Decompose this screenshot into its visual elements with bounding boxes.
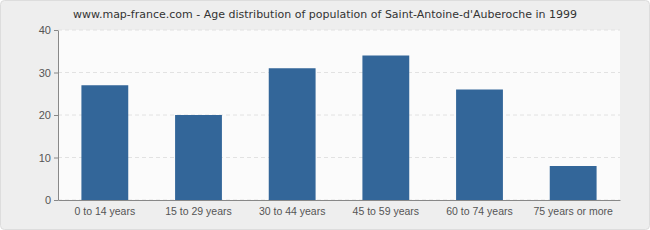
grid-line <box>58 157 620 158</box>
x-tick-label: 0 to 14 years <box>74 205 135 217</box>
x-tick-label: 75 years or more <box>533 205 613 217</box>
y-tick-mark <box>54 115 58 116</box>
title: www.map-france.com - Age distribution of… <box>73 8 577 21</box>
background <box>1 1 650 230</box>
plot: 0 10 20 30 40 0 to 14 years 15 to 29 years 30 t… <box>39 24 621 217</box>
y-tick: 10 <box>39 152 58 164</box>
x-tick: 45 to 59 years <box>353 205 420 217</box>
x-tick: 60 to 74 years <box>446 205 513 217</box>
x-tick-label: 15 to 29 years <box>165 205 232 217</box>
y-tick: 20 <box>39 109 58 121</box>
bar <box>81 85 128 200</box>
x-axis-line <box>59 200 621 201</box>
y-tick: 40 <box>39 24 58 36</box>
x-tick-label: 45 to 59 years <box>353 205 420 217</box>
grid-line <box>58 200 620 201</box>
grid <box>58 30 620 200</box>
y-tick-label: 20 <box>39 109 51 121</box>
plot-area <box>58 30 620 200</box>
x-axis: 0 to 14 years 15 to 29 years 30 to 44 year… <box>59 201 621 218</box>
x-tick: 75 years or more <box>533 205 613 217</box>
y-tick: 30 <box>39 67 58 79</box>
y-axis-line <box>58 31 59 201</box>
y-tick-label: 10 <box>39 152 51 164</box>
bar <box>550 166 597 200</box>
y-tick-label: 40 <box>39 24 51 36</box>
y-tick-mark <box>54 73 58 74</box>
y-tick-mark <box>54 200 58 201</box>
x-tick-label: 30 to 44 years <box>259 205 326 217</box>
y-tick-mark <box>54 158 58 159</box>
bars <box>81 56 596 201</box>
grid-line <box>58 72 620 73</box>
grid-line <box>58 115 620 116</box>
x-tick: 0 to 14 years <box>74 205 135 217</box>
y-tick-label: 0 <box>45 194 51 206</box>
bar <box>362 56 409 201</box>
x-tick-label: 60 to 74 years <box>446 205 513 217</box>
x-tick: 15 to 29 years <box>165 205 232 217</box>
chart: 0 10 20 30 40 0 to 14 years 15 to 29 years 30 t… <box>0 0 650 230</box>
bar <box>175 115 222 200</box>
y-tick-label: 30 <box>39 67 51 79</box>
y-axis: 0 10 20 30 40 <box>39 24 59 206</box>
x-tick: 30 to 44 years <box>259 205 326 217</box>
bar <box>269 68 316 200</box>
y-tick-mark <box>54 30 58 31</box>
bar <box>456 90 503 201</box>
y-tick: 0 <box>45 194 58 206</box>
grid-line <box>58 30 620 31</box>
